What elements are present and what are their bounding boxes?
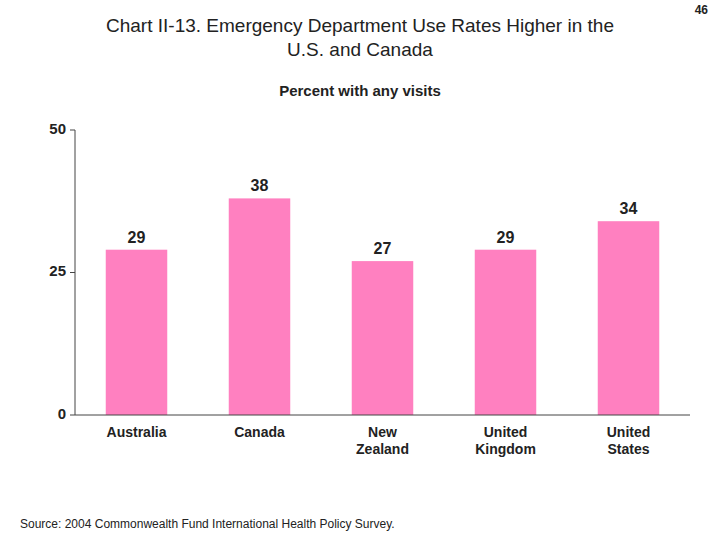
x-tick-label: NewZealand bbox=[356, 424, 409, 457]
x-tick-label: Canada bbox=[234, 424, 285, 440]
y-tick-label: 50 bbox=[49, 120, 66, 137]
subtitle: Percent with any visits bbox=[279, 82, 441, 99]
y-tick bbox=[70, 130, 75, 131]
source-note: Source: 2004 Commonwealth Fund Internati… bbox=[20, 517, 395, 531]
x-tick-label: UnitedStates bbox=[607, 424, 651, 457]
text-line: Zealand bbox=[356, 441, 409, 457]
data-label: 38 bbox=[251, 177, 269, 194]
text-line: Chart II-13. Emergency Department Use Ra… bbox=[106, 15, 614, 36]
text-line: United bbox=[607, 424, 651, 440]
text-line: New bbox=[368, 424, 397, 440]
page-number: 46 bbox=[695, 3, 709, 17]
bar bbox=[229, 198, 291, 415]
x-axis-line bbox=[75, 415, 690, 416]
data-label: 34 bbox=[620, 200, 638, 217]
text-line: Australia bbox=[107, 424, 167, 440]
data-label: 29 bbox=[497, 229, 515, 246]
data-label: 27 bbox=[374, 240, 392, 257]
data-label: 29 bbox=[128, 229, 146, 246]
text-line: States bbox=[607, 441, 649, 457]
x-tick-label: Australia bbox=[107, 424, 167, 440]
title: Chart II-13. Emergency Department Use Ra… bbox=[106, 15, 614, 60]
text-line: U.S. and Canada bbox=[287, 39, 433, 60]
y-tick-label: 0 bbox=[58, 405, 66, 422]
bar bbox=[475, 250, 537, 415]
x-tick-label: UnitedKingdom bbox=[475, 424, 536, 457]
y-tick bbox=[70, 415, 75, 416]
chart-svg: Chart II-13. Emergency Department Use Ra… bbox=[0, 0, 720, 540]
bars bbox=[106, 198, 660, 415]
y-tick bbox=[70, 272, 75, 273]
y-tick-label: 25 bbox=[49, 262, 66, 279]
chart-container: Chart II-13. Emergency Department Use Ra… bbox=[0, 0, 720, 540]
bar bbox=[352, 261, 414, 415]
text-line: United bbox=[484, 424, 528, 440]
text-line: Canada bbox=[234, 424, 285, 440]
bar bbox=[106, 250, 168, 415]
text-line: Kingdom bbox=[475, 441, 536, 457]
bar bbox=[598, 221, 660, 415]
